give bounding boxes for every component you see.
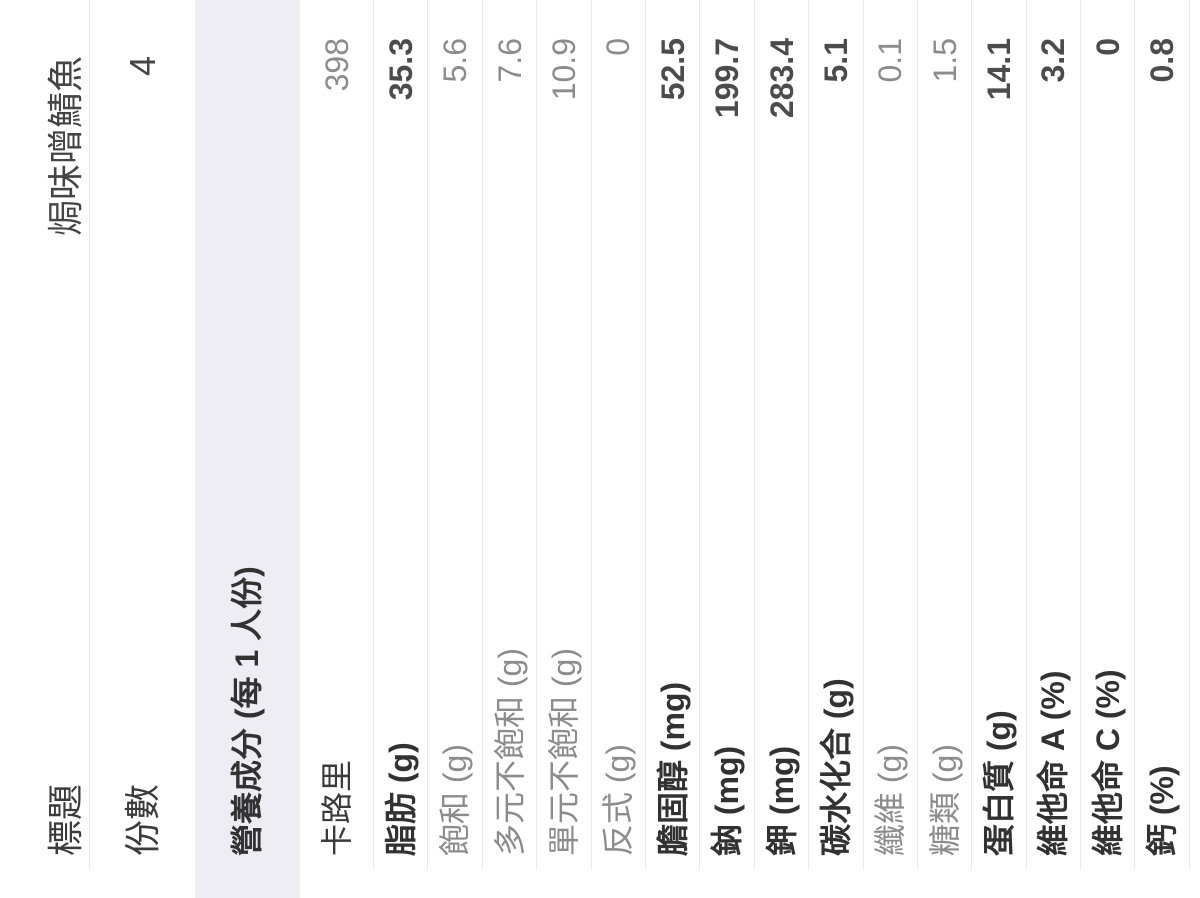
row-label: 單元不飽和 (g) — [545, 647, 582, 856]
row-value: 0.1 — [872, 38, 909, 83]
row-value: 4 — [121, 56, 163, 77]
table-row-calcium[interactable]: 鈣 (%) 0.8 — [1135, 0, 1189, 898]
row-value: 199.7 — [709, 38, 746, 119]
table-row-sodium[interactable]: 鈉 (mg) 199.7 — [700, 0, 754, 898]
row-label: 維他命 A (%) — [1035, 670, 1072, 856]
row-value: 52.5 — [654, 38, 691, 101]
table-row-potassium[interactable]: 鉀 (mg) 283.4 — [755, 0, 809, 898]
table-row-monounsaturated-fat[interactable]: 單元不飽和 (g) 10.9 — [537, 0, 591, 898]
row-label: 鉀 (mg) — [763, 745, 800, 856]
table-row-vitamin-c[interactable]: 維他命 C (%) 0 — [1081, 0, 1135, 898]
row-label: 鈣 (%) — [1144, 765, 1181, 856]
row-value: 3.2 — [1035, 38, 1072, 83]
table-row-calories[interactable]: 卡路里 398 — [300, 0, 374, 898]
row-label: 飽和 (g) — [437, 743, 474, 856]
table-row-nutrition-section[interactable]: 營養成分 (每 1 人份) — [195, 0, 300, 898]
row-value: 35.3 — [382, 38, 419, 101]
row-label: 纖維 (g) — [872, 743, 909, 856]
table-row-sugar[interactable]: 糖類 (g) 1.5 — [918, 0, 972, 898]
table-row-servings[interactable]: 份數 4 — [90, 0, 195, 898]
table-row-trans-fat[interactable]: 反式 (g) 0 — [592, 0, 646, 898]
row-value: 14.1 — [981, 38, 1018, 101]
row-value: 7.6 — [491, 38, 528, 83]
row-value: 0 — [600, 38, 637, 56]
row-value: 1.5 — [926, 38, 963, 83]
row-value: 398 — [318, 38, 355, 92]
table-row-saturated-fat[interactable]: 飽和 (g) 5.6 — [428, 0, 482, 898]
row-label: 維他命 C (%) — [1089, 669, 1126, 856]
table-row-polyunsaturated-fat[interactable]: 多元不飽和 (g) 7.6 — [483, 0, 537, 898]
row-value: 10.9 — [545, 38, 582, 101]
row-label: 脂肪 (g) — [382, 742, 419, 856]
table-row-fat[interactable]: 脂肪 (g) 35.3 — [374, 0, 428, 898]
table-row-vitamin-a[interactable]: 維他命 A (%) 3.2 — [1027, 0, 1081, 898]
row-value: 0 — [1089, 38, 1126, 56]
row-label: 反式 (g) — [600, 743, 637, 856]
row-label: 蛋白質 (g) — [981, 710, 1018, 856]
row-label: 碳水化合 (g) — [817, 678, 854, 856]
row-label: 多元不飽和 (g) — [491, 647, 528, 856]
row-value: 5.6 — [437, 38, 474, 83]
row-label: 卡路里 — [318, 759, 355, 856]
row-value: 0.8 — [1144, 38, 1181, 83]
table-row-cholesterol[interactable]: 膽固醇 (mg) 52.5 — [646, 0, 700, 898]
row-label: 營養成分 (每 1 人份) — [229, 566, 266, 856]
row-label: 膽固醇 (mg) — [654, 681, 691, 856]
table-row-title[interactable]: 標題 焗味噌鯖魚 — [0, 0, 90, 898]
row-value: 焗味噌鯖魚 — [44, 56, 86, 237]
table-row-fiber[interactable]: 纖維 (g) 0.1 — [864, 0, 918, 898]
row-label: 鈉 (mg) — [709, 745, 746, 856]
table-row-carbohydrate[interactable]: 碳水化合 (g) 5.1 — [809, 0, 863, 898]
row-value: 283.4 — [763, 38, 800, 119]
row-value: 5.1 — [817, 38, 854, 83]
row-label: 糖類 (g) — [926, 743, 963, 856]
table-row-protein[interactable]: 蛋白質 (g) 14.1 — [972, 0, 1026, 898]
row-label: 份數 — [121, 783, 163, 856]
row-label: 標題 — [44, 783, 86, 856]
